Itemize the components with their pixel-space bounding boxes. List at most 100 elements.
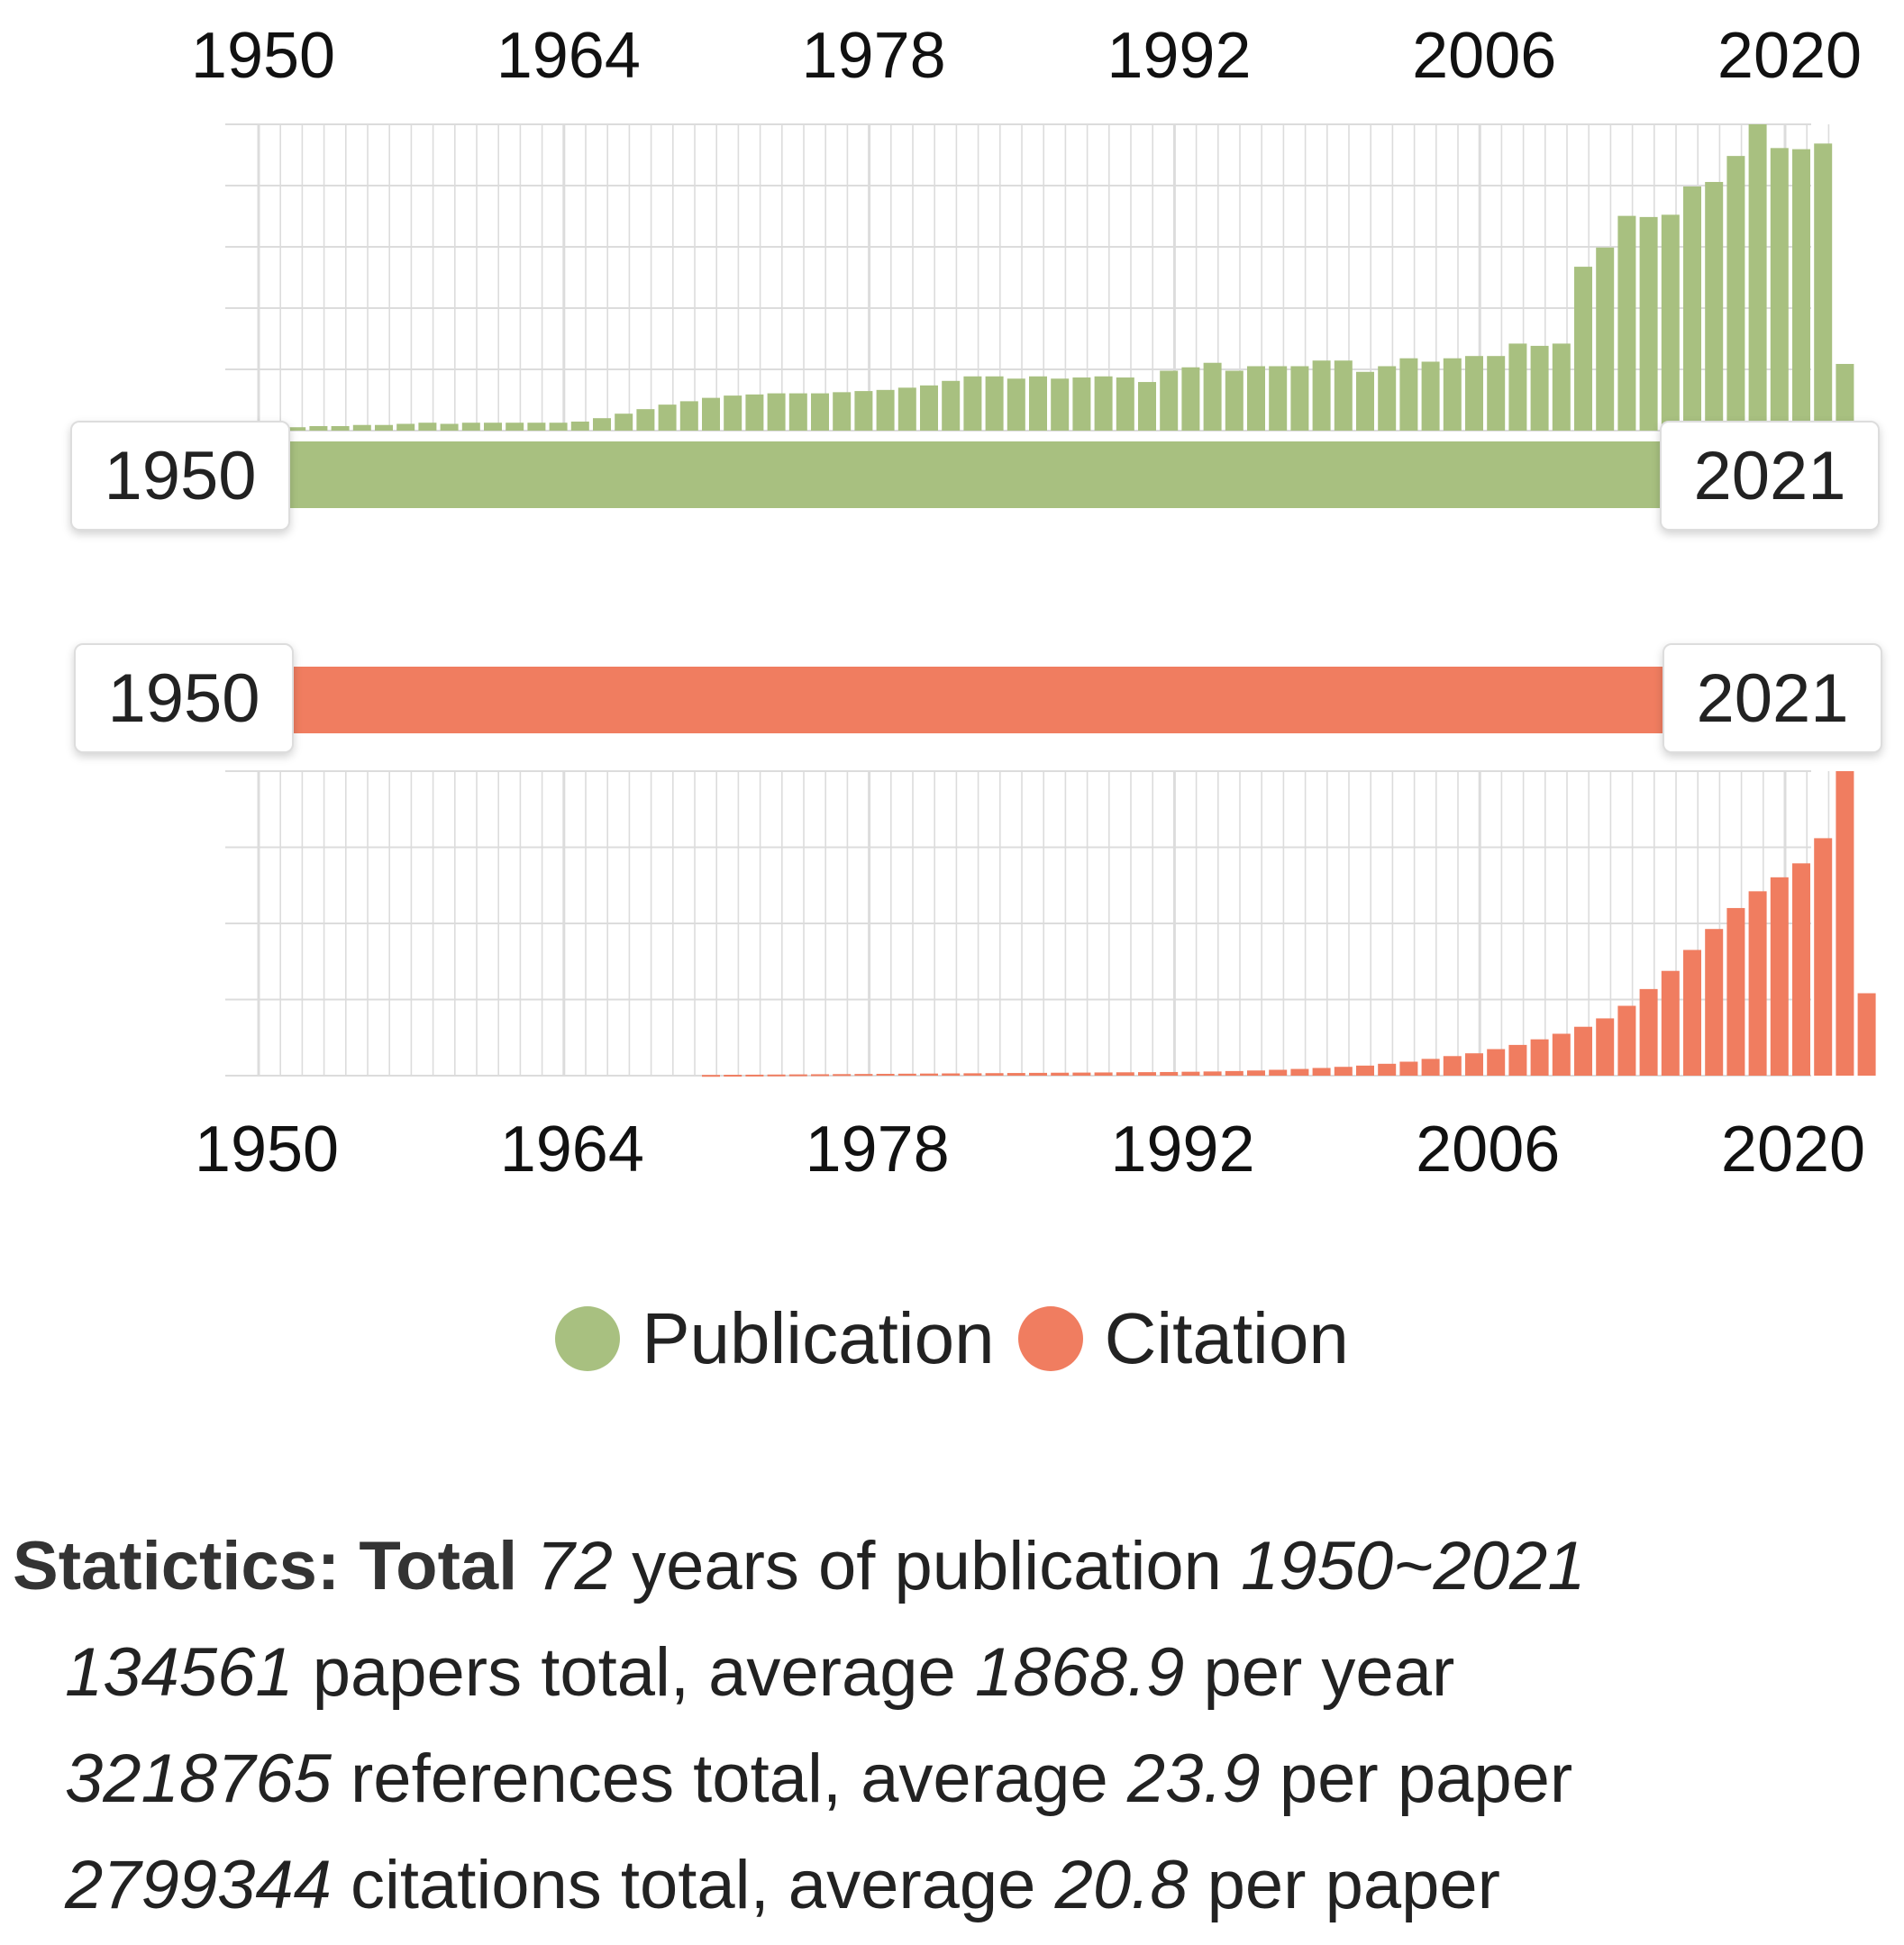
publication-bar-1988[interactable] xyxy=(1094,376,1113,431)
citation-bar-2007[interactable] xyxy=(1508,1044,1527,1076)
citation-bar-1979[interactable] xyxy=(897,1073,916,1076)
citation-bar-2002[interactable] xyxy=(1399,1061,1418,1076)
publication-bar-1982[interactable] xyxy=(963,376,982,431)
publication-bar-1998[interactable] xyxy=(1312,360,1331,431)
publication-bar-1955[interactable] xyxy=(375,424,393,431)
citation-bar-1987[interactable] xyxy=(1072,1072,1091,1076)
citation-bar-1983[interactable] xyxy=(985,1073,1004,1076)
citation-bar-1988[interactable] xyxy=(1094,1072,1113,1076)
citation-bar-2005[interactable] xyxy=(1465,1053,1483,1076)
publication-bar-1987[interactable] xyxy=(1072,377,1091,431)
publication-bar-2008[interactable] xyxy=(1530,345,1549,431)
publication-bar-1996[interactable] xyxy=(1269,366,1288,431)
publication-bar-1978[interactable] xyxy=(876,389,895,431)
citation-bar-2013[interactable] xyxy=(1639,988,1658,1076)
publication-range-bar[interactable] xyxy=(288,441,1667,508)
publication-bar-2013[interactable] xyxy=(1639,216,1658,431)
citation-bar-2000[interactable] xyxy=(1356,1065,1374,1076)
publication-bar-2001[interactable] xyxy=(1378,366,1397,431)
publication-bar-1970[interactable] xyxy=(702,397,720,431)
citation-bar-1998[interactable] xyxy=(1312,1068,1331,1076)
publication-bar-2016[interactable] xyxy=(1705,181,1724,432)
citation-bar-2003[interactable] xyxy=(1421,1059,1440,1076)
publication-bar-2004[interactable] xyxy=(1443,358,1462,431)
publication-bar-2000[interactable] xyxy=(1356,371,1374,431)
citation-bar-1996[interactable] xyxy=(1269,1069,1288,1076)
citation-bar-2011[interactable] xyxy=(1596,1018,1615,1076)
publication-bar-1962[interactable] xyxy=(527,423,546,431)
publication-bar-2007[interactable] xyxy=(1508,343,1527,431)
citation-bar-2017[interactable] xyxy=(1726,907,1745,1076)
publication-bar-1953[interactable] xyxy=(331,425,350,431)
citation-bar-1973[interactable] xyxy=(767,1074,786,1077)
publication-bar-1971[interactable] xyxy=(724,395,742,431)
publication-bar-1986[interactable] xyxy=(1051,378,1070,431)
publication-bar-2003[interactable] xyxy=(1421,361,1440,431)
publication-range-end-handle[interactable]: 2021 xyxy=(1660,421,1880,531)
citation-bar-undefined[interactable] xyxy=(1836,771,1854,1076)
publication-bar-1960[interactable] xyxy=(484,423,502,431)
citation-range-end-handle[interactable]: 2021 xyxy=(1663,643,1882,753)
citation-bar-1990[interactable] xyxy=(1138,1072,1156,1076)
publication-bar-1964[interactable] xyxy=(570,421,589,431)
publication-bar-1993[interactable] xyxy=(1203,362,1222,431)
publication-bar-1966[interactable] xyxy=(615,414,633,431)
publication-bar-2020[interactable] xyxy=(1792,149,1810,431)
publication-bar-1959[interactable] xyxy=(461,423,480,431)
publication-bar-2015[interactable] xyxy=(1683,186,1701,431)
publication-bar-1951[interactable] xyxy=(287,427,306,431)
publication-bar-1965[interactable] xyxy=(593,418,611,431)
publication-bar-1994[interactable] xyxy=(1225,370,1244,431)
publication-bar-2018[interactable] xyxy=(1748,124,1767,431)
citation-bar-1971[interactable] xyxy=(724,1075,742,1077)
citation-bar-2014[interactable] xyxy=(1661,970,1680,1076)
citation-bar-1980[interactable] xyxy=(920,1073,938,1076)
publication-bar-1991[interactable] xyxy=(1160,370,1179,431)
publication-bar-1997[interactable] xyxy=(1290,366,1309,431)
publication-bar-2009[interactable] xyxy=(1552,343,1571,431)
publication-bar-2006[interactable] xyxy=(1487,356,1506,431)
publication-bar-1975[interactable] xyxy=(811,393,829,431)
citation-bar-1994[interactable] xyxy=(1225,1070,1244,1076)
citation-bar-undefined[interactable] xyxy=(1857,993,1876,1076)
citation-bar-1997[interactable] xyxy=(1290,1068,1309,1076)
citation-bar-2008[interactable] xyxy=(1530,1039,1549,1076)
citation-bar-1985[interactable] xyxy=(1029,1072,1047,1076)
citation-bar-1999[interactable] xyxy=(1334,1067,1353,1076)
publication-bar-1963[interactable] xyxy=(549,423,568,431)
publication-bar-1983[interactable] xyxy=(985,376,1004,431)
publication-bar-1968[interactable] xyxy=(658,404,677,431)
publication-bar-1977[interactable] xyxy=(854,391,873,431)
publication-bar-2010[interactable] xyxy=(1574,267,1592,431)
citation-bar-1986[interactable] xyxy=(1051,1072,1070,1076)
citation-range-start-handle[interactable]: 1950 xyxy=(74,643,294,753)
citation-bar-1982[interactable] xyxy=(963,1073,982,1076)
publication-bar-1985[interactable] xyxy=(1029,376,1047,431)
publication-bar-1952[interactable] xyxy=(309,425,328,431)
citation-bar-1976[interactable] xyxy=(833,1074,852,1077)
publication-bar-1992[interactable] xyxy=(1181,367,1200,431)
publication-bar-1981[interactable] xyxy=(942,380,961,431)
publication-bar-1984[interactable] xyxy=(1007,378,1025,431)
publication-bar-1999[interactable] xyxy=(1334,360,1353,431)
publication-bar-1973[interactable] xyxy=(767,393,786,431)
publication-bar-1974[interactable] xyxy=(788,393,807,431)
publication-bar-2014[interactable] xyxy=(1661,214,1680,431)
citation-bar-2012[interactable] xyxy=(1617,1005,1636,1076)
citation-bar-1993[interactable] xyxy=(1203,1071,1222,1076)
citation-bar-2016[interactable] xyxy=(1705,929,1724,1076)
citation-bar-1975[interactable] xyxy=(811,1074,829,1077)
publication-bar-1972[interactable] xyxy=(745,394,764,431)
citation-bar-2006[interactable] xyxy=(1487,1049,1506,1076)
publication-bar-1979[interactable] xyxy=(897,387,916,431)
legend-item-citation[interactable]: Citation xyxy=(1017,1297,1349,1380)
citation-bar-1970[interactable] xyxy=(702,1075,720,1077)
publication-bar-1956[interactable] xyxy=(396,423,415,431)
citation-bar-2009[interactable] xyxy=(1552,1033,1571,1076)
citation-bar-1984[interactable] xyxy=(1007,1073,1025,1076)
publication-bar-1969[interactable] xyxy=(679,401,698,431)
publication-range-start-handle[interactable]: 1950 xyxy=(70,421,290,531)
citation-bar-1977[interactable] xyxy=(854,1074,873,1077)
citation-bar-1992[interactable] xyxy=(1181,1071,1200,1076)
citation-bar-2018[interactable] xyxy=(1748,891,1767,1076)
